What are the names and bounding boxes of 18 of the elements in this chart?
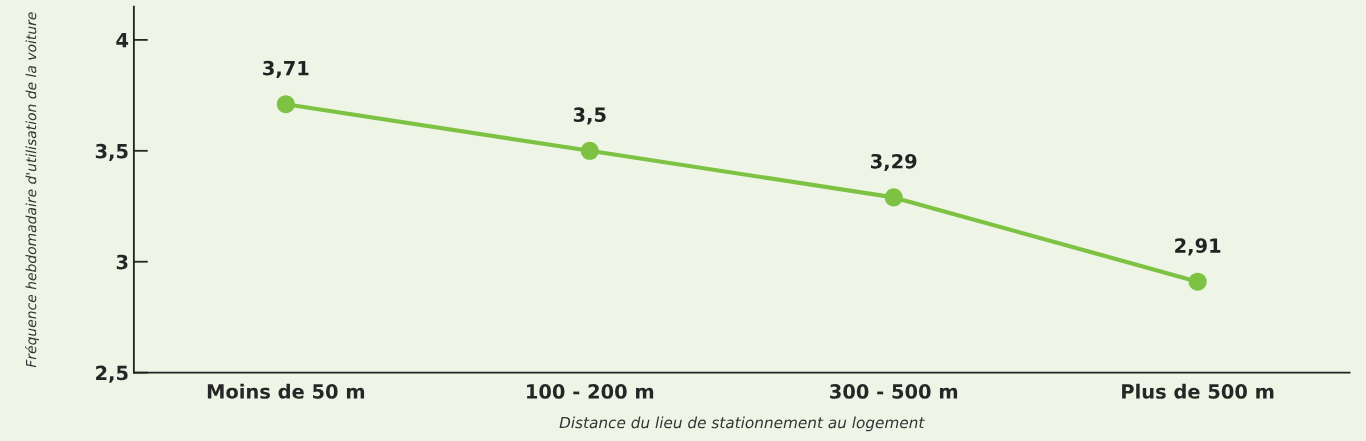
x-tick-label: 300 - 500 m bbox=[830, 384, 958, 399]
point bbox=[276, 95, 295, 114]
y-tick-label: 4 bbox=[116, 33, 129, 48]
y-tick-label: 3,5 bbox=[95, 143, 128, 161]
x-axis-title: Distance du lieu de stationnement au logement bbox=[559, 416, 925, 432]
x-tick-label: 100 - 200 m bbox=[527, 384, 654, 399]
data-label: 2,91 bbox=[1175, 238, 1221, 256]
point bbox=[884, 188, 903, 207]
y-tick-label: 3 bbox=[116, 254, 128, 270]
data-label: 3,29 bbox=[871, 153, 917, 172]
data-label: 3,71 bbox=[263, 60, 309, 78]
x-tick-label: Moins de 50 m bbox=[207, 383, 365, 399]
y-axis-title: Fréquence hebdomadaire d'utilisation de la voiture bbox=[25, 12, 39, 368]
point bbox=[1188, 272, 1207, 291]
x-tick-label: Plus de 500 m bbox=[1122, 383, 1274, 399]
data-label: 3,5 bbox=[573, 107, 606, 125]
y-tick-label: 2,5 bbox=[96, 365, 128, 383]
point bbox=[580, 141, 599, 160]
